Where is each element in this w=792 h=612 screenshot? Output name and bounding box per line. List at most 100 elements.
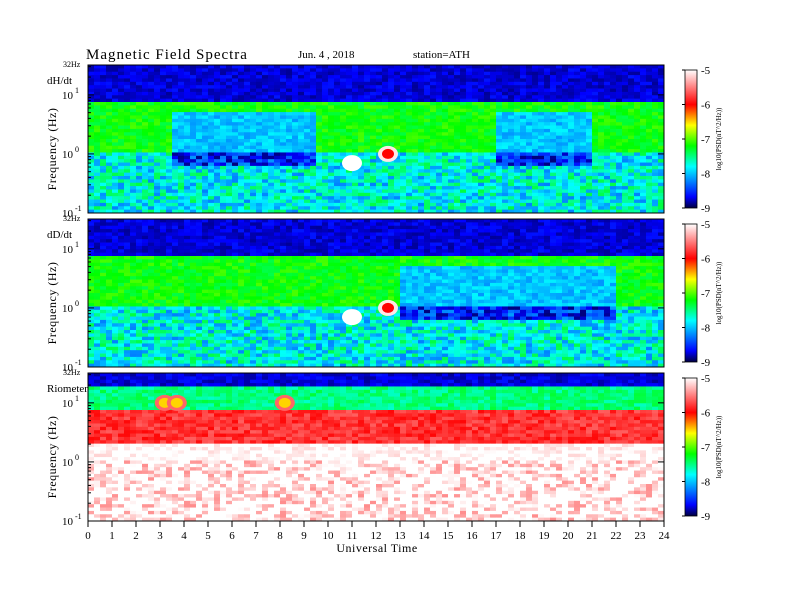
heatmap-cell: [358, 149, 365, 153]
heatmap-cell: [322, 159, 329, 163]
heatmap-cell: [244, 145, 251, 150]
heatmap-cell: [370, 105, 377, 110]
heatmap-cell: [634, 199, 641, 204]
heatmap-cell: [622, 95, 629, 100]
heatmap-cell: [478, 209, 485, 214]
heatmap-cell: [328, 85, 335, 89]
heatmap-cell: [376, 118, 383, 123]
heatmap-cell: [124, 128, 131, 133]
heatmap-cell: [586, 95, 593, 100]
heatmap-cell: [490, 139, 497, 143]
heatmap-cell: [172, 189, 179, 194]
heatmap-cell: [286, 118, 293, 123]
heatmap-cell: [568, 128, 575, 133]
heatmap-cell: [478, 139, 485, 143]
heatmap-cell: [238, 235, 245, 240]
heatmap-cell: [118, 196, 125, 200]
heatmap-cell: [166, 115, 173, 120]
heatmap-cell: [322, 199, 329, 204]
heatmap-cell: [622, 219, 629, 223]
heatmap-cell: [454, 202, 461, 207]
heatmap-cell: [436, 235, 443, 240]
heatmap-cell: [220, 155, 227, 160]
heatmap-cell: [88, 199, 95, 204]
heatmap-cell: [148, 179, 155, 184]
heatmap-cell: [364, 232, 371, 237]
heatmap-cell: [280, 219, 287, 223]
heatmap-cell: [238, 189, 245, 194]
heatmap-cell: [448, 159, 455, 163]
heatmap-cell: [430, 192, 437, 197]
heatmap-cell: [658, 115, 665, 120]
heatmap-cell: [394, 159, 401, 163]
heatmap-cell: [520, 118, 527, 123]
heatmap-cell: [406, 206, 413, 211]
heatmap-cell: [586, 68, 593, 73]
heatmap-cell: [460, 135, 467, 140]
heatmap-cell: [340, 182, 347, 187]
heatmap-cell: [280, 229, 287, 233]
heatmap-cell: [124, 85, 131, 89]
heatmap-cell: [484, 88, 491, 93]
heatmap-cell: [442, 229, 449, 233]
heatmap-cell: [88, 169, 95, 174]
heatmap-cell: [100, 145, 107, 150]
heatmap-cell: [172, 199, 179, 204]
heatmap-cell: [136, 199, 143, 204]
heatmap-cell: [574, 149, 581, 153]
heatmap-cell: [514, 186, 521, 190]
heatmap-cell: [316, 182, 323, 187]
heatmap-cell: [544, 75, 551, 79]
heatmap-cell: [490, 91, 497, 96]
heatmap-cell: [454, 115, 461, 120]
heatmap-cell: [334, 65, 341, 69]
heatmap-cell: [568, 162, 575, 167]
heatmap-cell: [610, 71, 617, 76]
heatmap-cell: [232, 78, 239, 83]
heatmap-cell: [370, 202, 377, 207]
heatmap-cell: [652, 235, 659, 240]
heatmap-cell: [166, 145, 173, 150]
heatmap-cell: [598, 189, 605, 194]
heatmap-cell: [448, 165, 455, 170]
heatmap-cell: [394, 115, 401, 120]
heatmap-cell: [220, 81, 227, 86]
heatmap-cell: [262, 165, 269, 170]
heatmap-cell: [400, 176, 407, 180]
heatmap-cell: [106, 206, 113, 211]
heatmap-cell: [502, 165, 509, 170]
heatmap-cell: [292, 235, 299, 240]
heatmap-cell: [268, 112, 275, 116]
heatmap-cell: [358, 115, 365, 120]
heatmap-cell: [238, 125, 245, 130]
heatmap-cell: [388, 118, 395, 123]
heatmap-cell: [178, 91, 185, 96]
heatmap-cell: [148, 102, 155, 106]
heatmap-cell: [628, 108, 635, 113]
heatmap-cell: [250, 159, 257, 163]
heatmap-cell: [604, 206, 611, 211]
heatmap-cell: [478, 239, 485, 243]
heatmap-cell: [178, 222, 185, 227]
heatmap-cell: [352, 202, 359, 207]
heatmap-cell: [244, 165, 251, 170]
heatmap-cell: [574, 132, 581, 137]
heatmap-cell: [418, 75, 425, 79]
heatmap-cell: [208, 165, 215, 170]
heatmap-cell: [142, 78, 149, 83]
heatmap-cell: [478, 112, 485, 116]
heatmap-cell: [208, 125, 215, 130]
heatmap-cell: [208, 229, 215, 233]
heatmap-cell: [442, 232, 449, 237]
heatmap-cell: [400, 152, 407, 157]
heatmap-cell: [322, 176, 329, 180]
heatmap-cell: [382, 192, 389, 197]
heatmap-cell: [448, 102, 455, 106]
heatmap-cell: [634, 182, 641, 187]
heatmap-cell: [484, 102, 491, 106]
heatmap-cell: [124, 71, 131, 76]
heatmap-cell: [370, 102, 377, 106]
heatmap-cell: [478, 81, 485, 86]
heatmap-cell: [292, 202, 299, 207]
heatmap-cell: [376, 78, 383, 83]
